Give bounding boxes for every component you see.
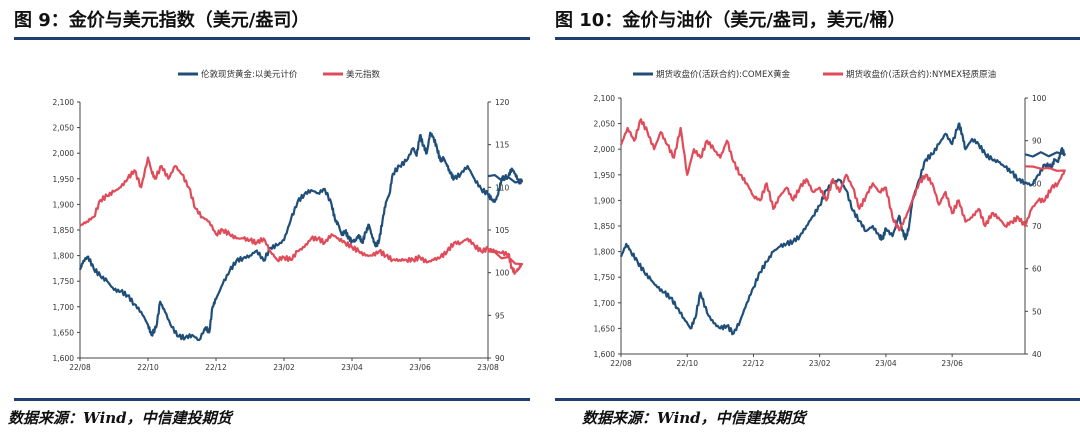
figure-9-panel: 图 9：金价与美元指数（美元/盎司） 1,600 1,650 1,700 1,750 1…: [0, 0, 530, 434]
legend-label: 美元指数: [346, 69, 381, 80]
series-line: [79, 156, 524, 275]
right-tick-label: 120: [495, 98, 510, 107]
left-tick-label: 1,850: [53, 226, 75, 235]
left-tick-label: 1,750: [594, 273, 616, 282]
right-tick-label: 70: [1032, 222, 1042, 231]
series-line: [619, 118, 1066, 232]
figure-title: 图 10：金价与油价（美元/盎司，美元/桶）: [555, 10, 906, 31]
gold-vs-dollar-index-chart: 1,600 1,650 1,700 1,750 1,800 1,850 1,900 1,950…: [53, 69, 524, 372]
series-line: [78, 131, 524, 342]
x-tick-label: 22/10: [137, 363, 159, 372]
right-tick-label: 105: [495, 226, 510, 235]
right-tick-label: 80: [1032, 179, 1042, 188]
right-tick-label: 95: [495, 311, 505, 320]
source-note: 数据来源：Wind，中信建投期货: [582, 409, 806, 427]
left-tick-label: 1,600: [594, 350, 616, 359]
x-tick-label: 23/04: [875, 359, 897, 368]
right-tick-label: 40: [1032, 350, 1042, 359]
legend-label: 期货收盘价(活跃合约):COMEX黄金: [656, 69, 791, 80]
x-tick-label: 23/06: [941, 359, 963, 368]
left-tick-label: 1,750: [53, 277, 75, 286]
right-tick-label: 50: [1032, 307, 1042, 316]
x-tick-label: 23/02: [809, 359, 831, 368]
figure-title: 图 9：金价与美元指数（美元/盎司）: [14, 10, 310, 31]
right-tick-label: 100: [495, 269, 510, 278]
x-tick-label: 23/06: [409, 363, 431, 372]
left-tick-label: 2,000: [594, 145, 616, 154]
left-tick-label: 1,800: [594, 248, 616, 257]
left-tick-label: 1,650: [53, 328, 75, 337]
x-tick-label: 23/04: [341, 363, 363, 372]
title-rule: [555, 37, 1080, 40]
left-tick-label: 2,050: [53, 124, 75, 133]
gold-vs-oil-chart: 1,600 1,650 1,700 1,750 1,800 1,850 1,900 1,950…: [594, 69, 1066, 368]
left-tick-label: 1,650: [594, 324, 616, 333]
left-tick-label: 1,950: [594, 171, 616, 180]
left-tick-label: 1,850: [594, 222, 616, 231]
right-tick-label: 115: [495, 141, 510, 150]
left-tick-label: 1,600: [53, 354, 75, 363]
x-tick-label: 22/12: [205, 363, 227, 372]
title-rule: [14, 37, 530, 40]
left-tick-label: 2,050: [594, 120, 616, 129]
right-tick-label: 60: [1032, 265, 1042, 274]
source-note: 数据来源：Wind，中信建投期货: [8, 409, 232, 427]
x-tick-label: 23/02: [273, 363, 295, 372]
x-tick-label: 22/08: [610, 359, 632, 368]
legend-label: 伦敦现货黄金:以美元计价: [201, 69, 298, 80]
x-tick-label: 22/10: [676, 359, 698, 368]
source-rule: [14, 398, 530, 401]
source-rule: [555, 398, 1080, 401]
right-tick-label: 100: [1032, 94, 1047, 103]
left-tick-label: 1,950: [53, 175, 75, 184]
left-tick-label: 1,900: [594, 196, 616, 205]
figure-10-panel: 图 10：金价与油价（美元/盎司，美元/桶） 1,600 1,650 1,700 1,…: [555, 0, 1080, 434]
left-tick-label: 1,700: [53, 303, 75, 312]
x-tick-label: 22/08: [69, 363, 91, 372]
series-line: [619, 122, 1066, 336]
left-tick-label: 2,100: [53, 98, 75, 107]
x-tick-label: 23/08: [477, 363, 499, 372]
left-tick-label: 1,800: [53, 252, 75, 261]
right-tick-label: 90: [495, 354, 505, 363]
left-tick-label: 2,000: [53, 149, 75, 158]
legend-label: 期货收盘价(活跃合约):NYMEX轻质原油: [846, 69, 996, 80]
right-tick-label: 90: [1032, 137, 1042, 146]
right-tick-label: 110: [495, 183, 510, 192]
x-tick-label: 22/12: [743, 359, 765, 368]
left-tick-label: 2,100: [594, 94, 616, 103]
left-tick-label: 1,700: [594, 299, 616, 308]
left-tick-label: 1,900: [53, 200, 75, 209]
